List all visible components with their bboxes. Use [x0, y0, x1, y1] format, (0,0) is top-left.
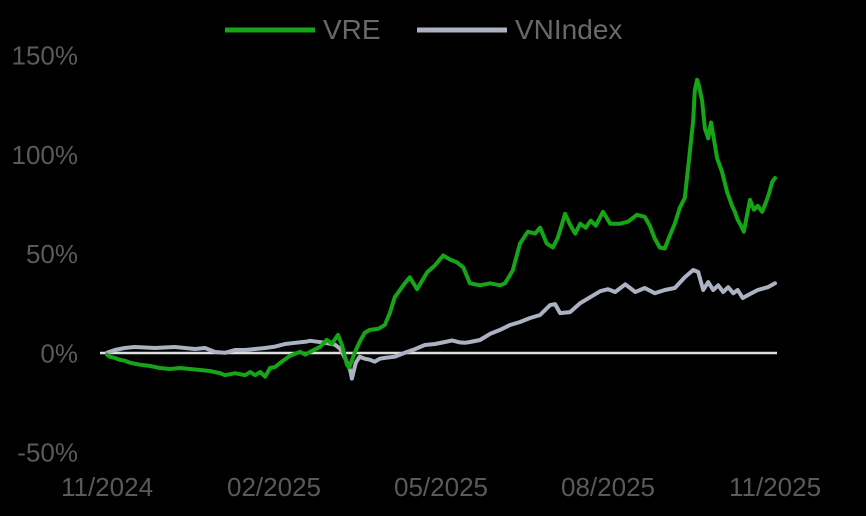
y-axis-tick-label: 150%: [12, 41, 79, 71]
y-axis-tick-label: 50%: [26, 239, 78, 269]
y-axis-tick-label: -50%: [17, 438, 78, 468]
legend-vre-label: VRE: [323, 14, 381, 45]
x-axis-tick-label: 11/2024: [61, 472, 153, 502]
x-axis-tick-label: 11/2025: [729, 472, 821, 502]
y-axis-tick-label: 100%: [12, 140, 79, 170]
legend: VRE VNIndex: [225, 14, 622, 45]
x-axis-tick-labels: 11/2024 02/2025 05/2025 08/2025 11/2025: [61, 472, 821, 502]
legend-item-vre[interactable]: VRE: [225, 14, 381, 45]
x-axis-tick-label: 05/2025: [394, 472, 488, 502]
y-axis-tick-label: 0%: [40, 338, 78, 368]
legend-item-vnindex[interactable]: VNIndex: [417, 14, 622, 45]
x-axis-tick-label: 02/2025: [227, 472, 321, 502]
vre-line: [105, 77, 777, 379]
x-axis-tick-label: 08/2025: [561, 472, 655, 502]
legend-vnindex-label: VNIndex: [515, 14, 622, 45]
vnindex-line: [105, 268, 777, 381]
y-axis-tick-labels: 150% 100% 50% 0% -50%: [12, 41, 79, 468]
